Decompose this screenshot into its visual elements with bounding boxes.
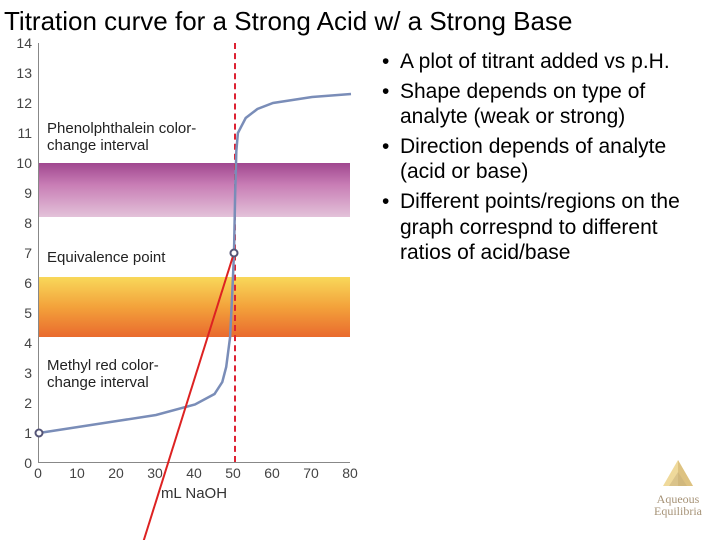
x-tick-label: 50	[225, 465, 241, 481]
curve-svg	[39, 43, 351, 463]
y-tick-label: 8	[24, 215, 32, 231]
y-tick-label: 13	[16, 65, 32, 81]
x-tick-label: 40	[186, 465, 202, 481]
plot-region: Phenolphthalein color-change interval Eq…	[38, 43, 350, 463]
y-axis: 01234567891011121314	[6, 43, 36, 463]
y-tick-label: 10	[16, 155, 32, 171]
y-tick-label: 2	[24, 395, 32, 411]
y-tick-label: 14	[16, 35, 32, 51]
triangle-icon	[661, 458, 695, 488]
y-tick-label: 11	[17, 125, 32, 141]
bullet-item: Different points/regions on the graph co…	[382, 189, 714, 266]
y-tick-label: 12	[16, 95, 32, 111]
y-tick-label: 0	[24, 455, 32, 471]
x-tick-label: 30	[147, 465, 163, 481]
page-title: Titration curve for a Strong Acid w/ a S…	[0, 0, 720, 39]
x-axis: 01020304050607080	[38, 463, 350, 483]
bullet-item: Shape depends on type of analyte (weak o…	[382, 79, 714, 130]
x-tick-label: 0	[34, 465, 42, 481]
x-tick-label: 80	[342, 465, 358, 481]
y-tick-label: 4	[24, 335, 32, 351]
titration-curve	[39, 94, 351, 433]
x-tick-label: 10	[69, 465, 85, 481]
y-tick-label: 7	[24, 245, 32, 261]
y-tick-label: 6	[24, 275, 32, 291]
bullet-item: A plot of titrant added vs p.H.	[382, 49, 714, 75]
bullet-item: Direction depends of analyte (acid or ba…	[382, 134, 714, 185]
x-axis-title: mL NaOH	[38, 485, 350, 502]
titration-chart: 01234567891011121314 Phenolphthalein col…	[6, 43, 376, 493]
y-tick-label: 3	[24, 365, 32, 381]
y-tick-label: 9	[24, 185, 32, 201]
x-tick-label: 70	[303, 465, 319, 481]
watermark: Aqueous Equilibria	[654, 458, 702, 518]
main-layout: 01234567891011121314 Phenolphthalein col…	[0, 39, 720, 539]
y-tick-label: 5	[24, 305, 32, 321]
x-tick-label: 20	[108, 465, 124, 481]
y-tick-label: 1	[24, 425, 32, 441]
x-tick-label: 60	[264, 465, 280, 481]
start-point-marker	[35, 429, 44, 438]
watermark-line2: Equilibria	[654, 505, 702, 518]
equivalence-point-marker	[230, 249, 239, 258]
